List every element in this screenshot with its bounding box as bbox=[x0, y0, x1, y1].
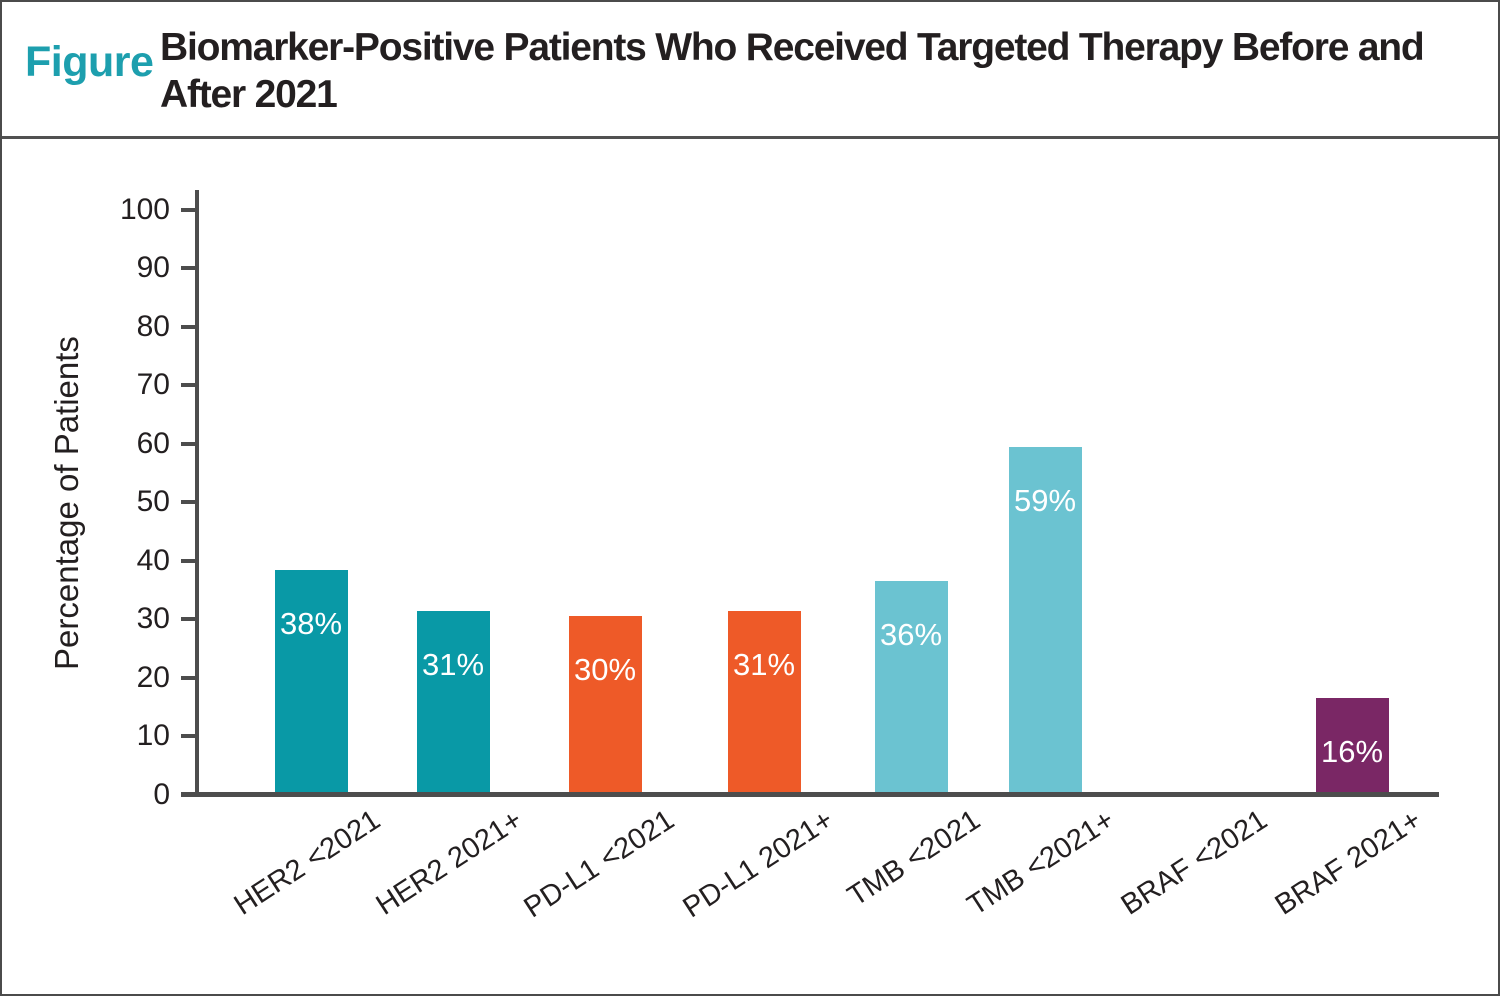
bar-value-label: 31% bbox=[421, 647, 485, 682]
figure-kicker-label: Figure bbox=[25, 38, 154, 86]
y-axis-tick-label: 40 bbox=[136, 544, 170, 577]
y-axis-tick bbox=[181, 734, 195, 738]
y-axis-tick-label: 10 bbox=[136, 719, 170, 752]
y-axis-tick bbox=[181, 325, 195, 329]
y-axis-tick-label: 60 bbox=[136, 427, 170, 460]
figure-title-line2: After 2021 bbox=[160, 73, 338, 116]
y-axis-tick-label: 20 bbox=[136, 661, 170, 694]
y-axis-tick-label: 0 bbox=[153, 778, 170, 811]
bar-value-label: 38% bbox=[279, 606, 343, 641]
y-axis-tick-label: 80 bbox=[136, 310, 170, 343]
y-axis-tick-label: 50 bbox=[136, 485, 170, 518]
y-axis-tick bbox=[181, 208, 195, 212]
y-axis-line bbox=[195, 190, 199, 797]
y-axis-tick-label: 30 bbox=[136, 602, 170, 635]
figure-title: Biomarker-Positive Patients Who Received… bbox=[160, 24, 1425, 118]
bar-value-label: 31% bbox=[732, 647, 796, 682]
y-axis-tick-label: 90 bbox=[136, 251, 170, 284]
bar-pd-l1-2021 bbox=[568, 616, 642, 792]
bar-value-label: 16% bbox=[1320, 734, 1384, 769]
bar-value-label: 30% bbox=[573, 652, 637, 687]
bar-value-label: 36% bbox=[879, 617, 943, 652]
bar-her2-2021 bbox=[274, 570, 348, 792]
figure-title-line1: Biomarker-Positive Patients Who Received… bbox=[160, 26, 1425, 69]
bar-value-label: 59% bbox=[1013, 483, 1077, 518]
y-axis-tick bbox=[181, 500, 195, 504]
y-axis-tick bbox=[181, 617, 195, 621]
bar-chart: Percentage of Patients 0 10 20 30 40 50 60 70 80… bbox=[2, 142, 1498, 994]
y-axis-tick bbox=[181, 266, 195, 270]
y-axis-tick-label: 100 bbox=[119, 193, 170, 226]
y-axis-tick bbox=[181, 383, 195, 387]
bar-pd-l1-2021- bbox=[727, 611, 801, 792]
y-axis-tick bbox=[181, 676, 195, 680]
figure-header: Figure Biomarker-Positive Patients Who R… bbox=[2, 2, 1498, 139]
bar-tmb-2021 bbox=[874, 581, 948, 792]
bar-braf-2021- bbox=[1315, 698, 1389, 792]
bar-her2-2021- bbox=[416, 611, 490, 792]
y-axis-tick-label: 70 bbox=[136, 368, 170, 401]
y-axis-tick bbox=[181, 442, 195, 446]
x-axis-line bbox=[181, 792, 1439, 797]
y-axis-tick bbox=[181, 559, 195, 563]
bar-tmb-2021- bbox=[1008, 447, 1082, 792]
